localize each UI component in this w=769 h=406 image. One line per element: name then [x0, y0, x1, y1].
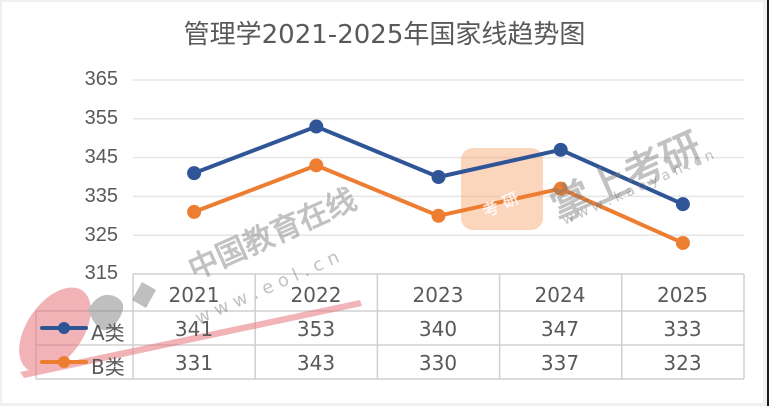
window-edge — [767, 0, 769, 406]
table-cell: 341 — [174, 317, 214, 341]
table-cell: 347 — [540, 317, 580, 341]
table-cell: 340 — [418, 317, 458, 341]
y-tick-label: 345 — [84, 146, 118, 168]
kaoyan-badge-watermark — [461, 148, 543, 230]
table-header-cell: 2024 — [534, 283, 586, 307]
table-header-cell: 2021 — [168, 283, 220, 307]
chart-title: 管理学2021-2025年国家线趋势图 — [183, 20, 586, 50]
y-tick-label: 335 — [84, 185, 118, 207]
y-tick-label: 355 — [84, 107, 118, 129]
legend-label-a: A类 — [91, 321, 125, 345]
table-header-cell: 2023 — [412, 283, 464, 307]
table-cell: 323 — [663, 351, 702, 375]
table-cell: 330 — [418, 351, 458, 375]
y-tick-label: 325 — [84, 224, 118, 246]
legend-label-b: B类 — [91, 355, 125, 379]
table-cell: 333 — [663, 317, 702, 341]
table-cell: 343 — [296, 351, 336, 375]
y-tick-label: 315 — [84, 262, 118, 284]
table-cell: 353 — [296, 317, 336, 341]
table-cell: 337 — [540, 351, 580, 375]
y-tick-label: 365 — [84, 68, 118, 90]
table-cell: 331 — [174, 351, 214, 375]
chart-frame — [2, 2, 763, 403]
data-table-grid — [35, 273, 745, 380]
legend-key-a-icon — [40, 322, 88, 334]
table-header-cell: 2022 — [290, 283, 342, 307]
series-lines — [187, 119, 690, 250]
legend-key-b-icon — [40, 356, 88, 368]
table-header-cell: 2025 — [657, 283, 708, 307]
